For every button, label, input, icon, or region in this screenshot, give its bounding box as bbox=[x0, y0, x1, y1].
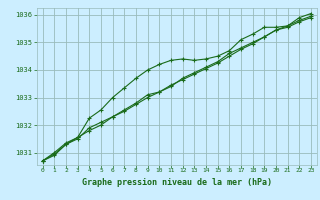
X-axis label: Graphe pression niveau de la mer (hPa): Graphe pression niveau de la mer (hPa) bbox=[82, 178, 272, 187]
